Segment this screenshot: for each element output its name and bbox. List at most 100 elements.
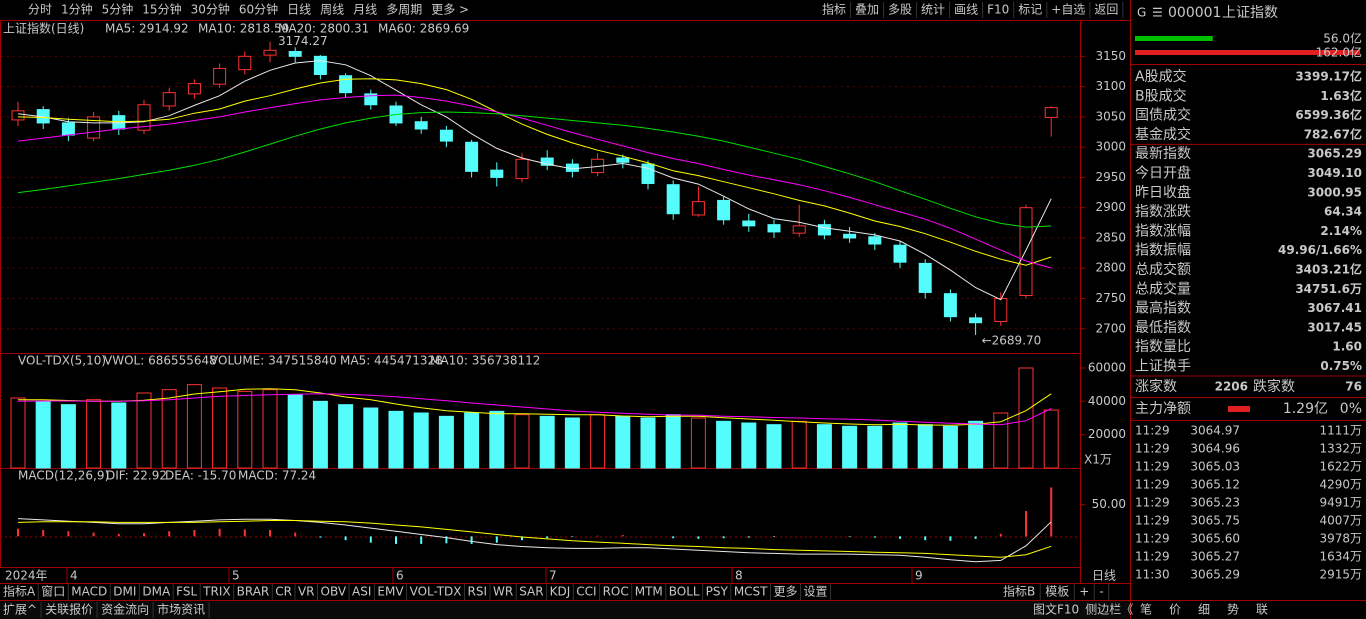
status-tab[interactable]: 资金流向 — [101, 602, 149, 617]
volume-bar — [514, 414, 530, 469]
panel-tab[interactable]: 笔 — [1140, 602, 1152, 617]
toolbar-button[interactable]: +自选 — [1051, 3, 1085, 17]
y-tick-label: 3050 — [1095, 109, 1126, 123]
volume-bar — [892, 422, 908, 469]
indicator-tab[interactable]: ASI — [352, 585, 371, 599]
toolbar-button[interactable]: 叠加 — [855, 3, 879, 17]
indicator-tab[interactable]: 窗口 — [41, 585, 65, 599]
period-tab[interactable]: 月线 — [353, 3, 377, 17]
indicator-tab[interactable]: RSI — [468, 585, 488, 599]
x-axis-label: 9 — [915, 569, 923, 583]
panel-tab[interactable]: 价 — [1169, 603, 1181, 617]
toolbar-button[interactable]: 统计 — [921, 3, 945, 17]
tick-time: 11:29 — [1135, 496, 1170, 510]
period-tab[interactable]: 30分钟 — [191, 2, 230, 17]
indicator-tab[interactable]: VOL-TDX — [410, 585, 462, 599]
stock-name: 上证指数 — [1222, 5, 1278, 21]
period-tab[interactable]: 5分钟 — [102, 2, 134, 17]
indicator-tab[interactable]: DMA — [142, 585, 171, 599]
legend-entry: MA10: 2818.59 — [198, 22, 289, 36]
toolbar-button[interactable]: 画线 — [954, 3, 978, 17]
period-tab[interactable]: 1分钟 — [61, 2, 93, 17]
status-tab[interactable]: 侧边栏《 — [1085, 602, 1133, 617]
indicator-tab[interactable]: ROC — [603, 585, 629, 599]
period-tab[interactable]: 15分钟 — [142, 2, 181, 17]
toolbar-button[interactable]: 返回 — [1094, 3, 1118, 17]
quote-value: 0.75% — [1320, 359, 1362, 373]
indicator-tab[interactable]: WR — [493, 585, 513, 599]
tick-volume: 1332万 — [1319, 442, 1362, 456]
quote-value: 3000.95 — [1307, 185, 1362, 199]
volume-bar — [539, 415, 555, 469]
panel-tab[interactable]: 势 — [1227, 603, 1239, 617]
toolbar-button[interactable]: F10 — [987, 3, 1009, 17]
volume-bar — [968, 420, 984, 469]
indicator-tab[interactable]: VR — [298, 585, 315, 599]
menu-icon[interactable]: ☰ — [1152, 6, 1163, 20]
panel-tab[interactable]: 联 — [1256, 603, 1268, 617]
indicator-tab[interactable]: MTM — [635, 585, 663, 599]
indicator-tab[interactable]: PSY — [706, 585, 729, 599]
indicator-tab[interactable]: MCST — [734, 585, 768, 599]
indicator-tab[interactable]: OBV — [321, 585, 347, 599]
indicator-tab[interactable]: FSL — [176, 585, 197, 599]
volume-bar — [816, 424, 832, 469]
quote-label: 上证换手 — [1135, 358, 1191, 375]
quote-label: 指数涨跌 — [1135, 204, 1191, 220]
status-tab[interactable]: 关联报价 — [45, 602, 93, 617]
period-tab[interactable]: 更多 > — [431, 3, 469, 17]
y-tick-label: 2900 — [1095, 200, 1126, 214]
volume-bar — [111, 402, 127, 469]
period-tab[interactable]: 多周期 — [386, 3, 422, 17]
indicator-tab[interactable]: BRAR — [237, 585, 270, 599]
indicator-tab[interactable]: 指标B — [1003, 584, 1035, 599]
buy-bar — [1135, 36, 1213, 41]
status-tab[interactable]: 扩展^ — [3, 603, 37, 617]
breadth-value: 2206 — [1215, 380, 1248, 394]
tick-price: 3065.29 — [1190, 568, 1240, 582]
indicator-tab[interactable]: 更多 — [774, 585, 798, 599]
chart-title: MACD(12,26,9) — [18, 469, 109, 483]
volume-bar — [942, 425, 958, 469]
status-tab[interactable]: 市场资讯 — [157, 602, 205, 617]
candle-body — [666, 184, 680, 215]
indicator-tab[interactable]: 指标A — [3, 584, 36, 599]
volume-bar — [10, 397, 26, 469]
indicator-tab[interactable]: 模板 — [1045, 585, 1069, 599]
indicator-tab[interactable]: 设置 — [804, 585, 828, 599]
ma-line — [17, 393, 1052, 426]
toolbar-button[interactable]: 多股 — [888, 3, 912, 17]
period-tab[interactable]: 分时 — [28, 3, 52, 17]
toolbar-button[interactable]: 指标 — [822, 2, 846, 17]
period-tab[interactable]: 周线 — [320, 3, 344, 17]
period-tab[interactable]: 日线 — [287, 3, 311, 17]
indicator-tab[interactable]: - — [1099, 585, 1103, 599]
panel-tab[interactable]: 细 — [1198, 603, 1210, 617]
indicator-tab[interactable]: CCI — [576, 585, 596, 599]
indicator-tab[interactable]: KDJ — [550, 585, 571, 599]
indicator-tab[interactable]: EMV — [377, 585, 404, 599]
indicator-tab[interactable]: + — [1079, 585, 1089, 599]
y-tick-label: 2750 — [1095, 291, 1126, 305]
volume-bar — [640, 417, 656, 469]
quote-label: A股成交 — [1135, 68, 1187, 85]
flow-bar — [1228, 406, 1250, 412]
quote-label: 指数振幅 — [1135, 243, 1191, 259]
indicator-tab[interactable]: TRIX — [202, 585, 230, 599]
indicator-tab[interactable]: BOLL — [669, 585, 700, 599]
period-tab[interactable]: 60分钟 — [239, 2, 278, 17]
indicator-tab[interactable]: CR — [275, 585, 292, 599]
tick-price: 3065.27 — [1190, 550, 1240, 564]
x-axis-label: 8 — [735, 569, 743, 583]
tick-price: 3064.96 — [1190, 442, 1240, 456]
tick-volume: 3978万 — [1319, 532, 1362, 546]
indicator-tab[interactable]: DMI — [113, 585, 136, 599]
indicator-tab[interactable]: SAR — [519, 585, 543, 599]
breadth-label: 跌家数 — [1253, 378, 1295, 395]
indicator-tab[interactable]: MACD — [71, 585, 107, 599]
status-tab[interactable]: 图文F10 — [1033, 602, 1079, 617]
volume-bar — [186, 384, 202, 469]
legend-entry: MA20: 2800.31 — [278, 22, 369, 36]
toolbar-button[interactable]: 标记 — [1018, 3, 1042, 17]
